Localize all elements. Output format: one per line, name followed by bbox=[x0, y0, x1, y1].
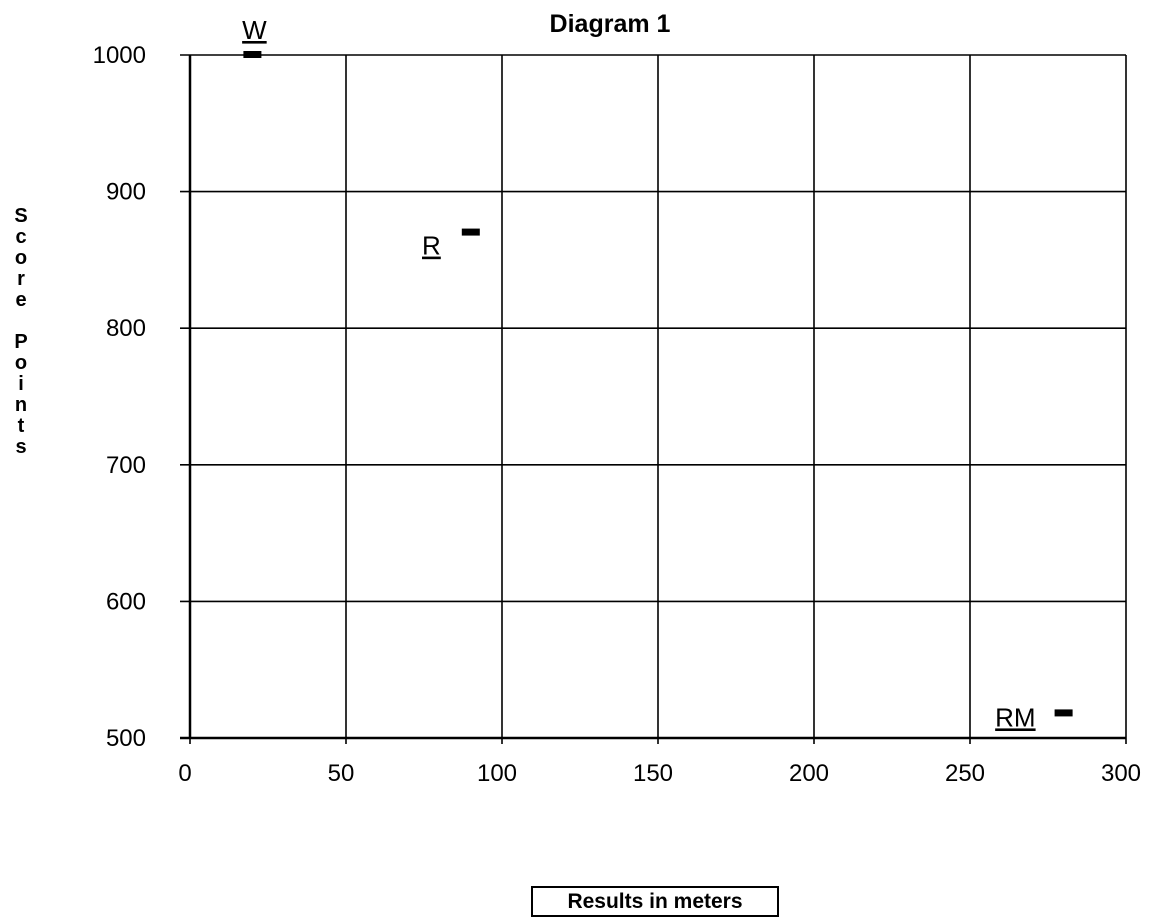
chart-title: Diagram 1 bbox=[550, 10, 671, 38]
data-point-marker bbox=[1054, 709, 1073, 717]
x-tick-label: 100 bbox=[477, 760, 517, 787]
y-tick-labels: 500 600 700 800 900 1000 bbox=[93, 42, 146, 752]
y-axis-label-char: s bbox=[15, 436, 26, 458]
y-axis-label-char: o bbox=[15, 247, 27, 269]
data-point-marker bbox=[461, 228, 480, 236]
y-axis-label-char: n bbox=[15, 394, 27, 416]
chart-svg: 500 600 700 800 900 1000 0 50 100 150 200 250 300 W… bbox=[14, 10, 1141, 787]
grid-lines bbox=[180, 54, 1127, 740]
y-axis-label-char: o bbox=[15, 352, 27, 374]
x-axis-label: Results in meters bbox=[531, 886, 779, 917]
data-points: W R RM bbox=[242, 15, 1073, 732]
x-tick-label: 0 bbox=[178, 760, 191, 787]
x-tick-label: 200 bbox=[789, 760, 829, 787]
data-point-label: W bbox=[242, 15, 267, 45]
y-axis-label-char: i bbox=[18, 373, 24, 395]
y-axis-label-char: S bbox=[14, 205, 27, 227]
x-tick-labels: 0 50 100 150 200 250 300 bbox=[178, 760, 1141, 787]
y-axis-label-char: r bbox=[17, 268, 25, 290]
data-point-label: RM bbox=[995, 702, 1035, 732]
y-tick-label: 600 bbox=[106, 588, 146, 615]
y-axis-label-char: c bbox=[15, 226, 26, 248]
x-tick-label: 250 bbox=[945, 760, 985, 787]
y-tick-label: 1000 bbox=[93, 42, 146, 69]
y-axis-label-char: P bbox=[14, 331, 27, 353]
y-tick-label: 700 bbox=[106, 452, 146, 479]
y-axis-label-char: t bbox=[18, 415, 25, 437]
axes bbox=[189, 738, 1127, 744]
y-axis-label-char: e bbox=[15, 289, 26, 311]
y-tick-label: 900 bbox=[106, 179, 146, 206]
data-point-marker bbox=[243, 51, 262, 58]
x-tick-label: 300 bbox=[1101, 760, 1141, 787]
x-tick-label: 50 bbox=[328, 760, 355, 787]
y-tick-label: 500 bbox=[106, 725, 146, 752]
x-tick-label: 150 bbox=[633, 760, 673, 787]
y-tick-label: 800 bbox=[106, 315, 146, 342]
data-point-label: R bbox=[422, 231, 441, 261]
